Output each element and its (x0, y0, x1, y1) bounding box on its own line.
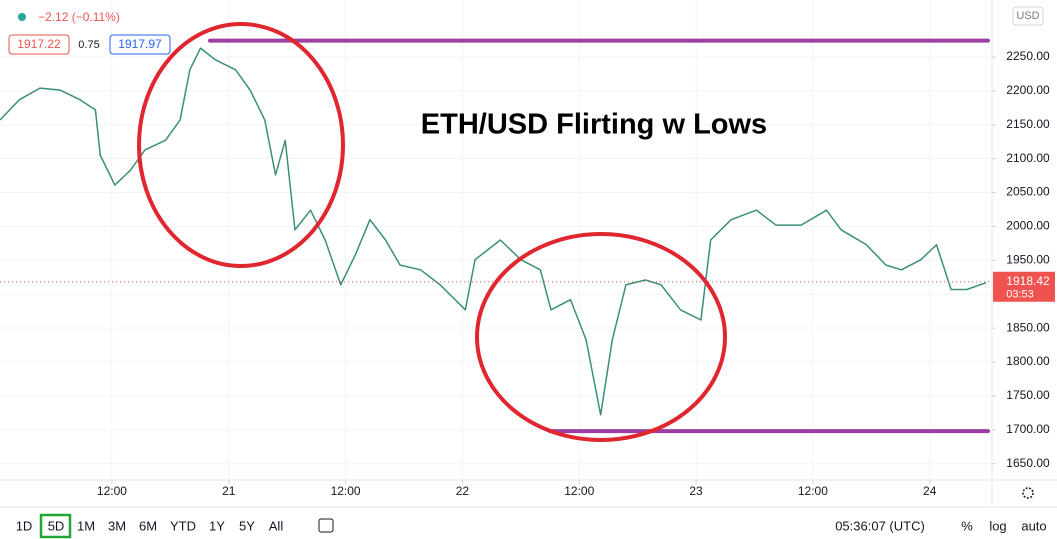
y-tick-label: 2050.00 (1006, 185, 1050, 199)
calendar-icon[interactable] (318, 518, 334, 533)
range-button[interactable]: 3M (108, 518, 126, 533)
change-label: −2.12 (−0.11%) (38, 10, 120, 24)
status-dot (18, 13, 26, 21)
clock: 05:36:07 (UTC) (835, 518, 925, 533)
last-price-label: 1918.42 (1006, 274, 1050, 288)
chart-title: ETH/USD Flirting w Lows (421, 109, 767, 141)
annotation-circle (137, 22, 345, 268)
x-tick-label: 21 (222, 484, 236, 498)
y-tick-label: 1750.00 (1006, 388, 1050, 402)
price-line (0, 47, 987, 416)
auto-toggle[interactable]: auto (1021, 518, 1046, 533)
range-button[interactable]: 1D (16, 518, 33, 533)
y-tick-label: 1650.00 (1006, 456, 1050, 470)
bid-label: 1917.22 (17, 37, 61, 51)
settings-icon[interactable] (1022, 487, 1034, 499)
annotation-circle (475, 232, 727, 442)
ask-label: 1917.97 (118, 37, 162, 51)
range-button[interactable]: 6M (139, 518, 157, 533)
spread-label: 0.75 (78, 39, 99, 51)
bid-box[interactable] (8, 34, 70, 55)
log-toggle[interactable]: log (989, 518, 1006, 533)
y-tick-label: 1700.00 (1006, 422, 1050, 436)
range-button[interactable]: YTD (170, 518, 196, 533)
x-tick-label: 12:00 (798, 484, 828, 498)
toolbar: 1D 5D 1M 3M 6M YTD 1Y 5Y All (16, 518, 284, 533)
range-button[interactable]: 5D (48, 518, 65, 533)
ask-box[interactable] (109, 34, 171, 55)
range-selected (39, 513, 72, 539)
y-tick-label: 1850.00 (1006, 320, 1050, 334)
percent-toggle[interactable]: % (961, 518, 973, 533)
last-price-tag (993, 271, 1055, 302)
countdown-label: 03:53 (1006, 289, 1034, 301)
x-tick-label: 24 (923, 484, 937, 498)
y-tick-label: 2200.00 (1006, 83, 1050, 97)
y-tick-label: 2000.00 (1006, 219, 1050, 233)
range-button[interactable]: 5Y (239, 518, 255, 533)
x-tick-label: 22 (456, 484, 470, 498)
range-button[interactable]: All (269, 518, 284, 533)
currency-label: USD (1016, 10, 1039, 22)
y-tick-label: 1800.00 (1006, 354, 1050, 368)
y-tick-label: 2150.00 (1006, 117, 1050, 131)
y-tick-label: 1950.00 (1006, 253, 1050, 267)
y-tick-label: 2100.00 (1006, 151, 1050, 165)
x-tick-label: 12:00 (331, 484, 361, 498)
x-tick-label: 12:00 (564, 484, 594, 498)
y-tick-label: 2250.00 (1006, 49, 1050, 63)
range-button[interactable]: 1Y (209, 518, 225, 533)
currency-box[interactable] (1012, 6, 1044, 26)
x-tick-label: 12:00 (97, 484, 127, 498)
range-button[interactable]: 1M (77, 518, 95, 533)
x-tick-label: 23 (689, 484, 703, 498)
